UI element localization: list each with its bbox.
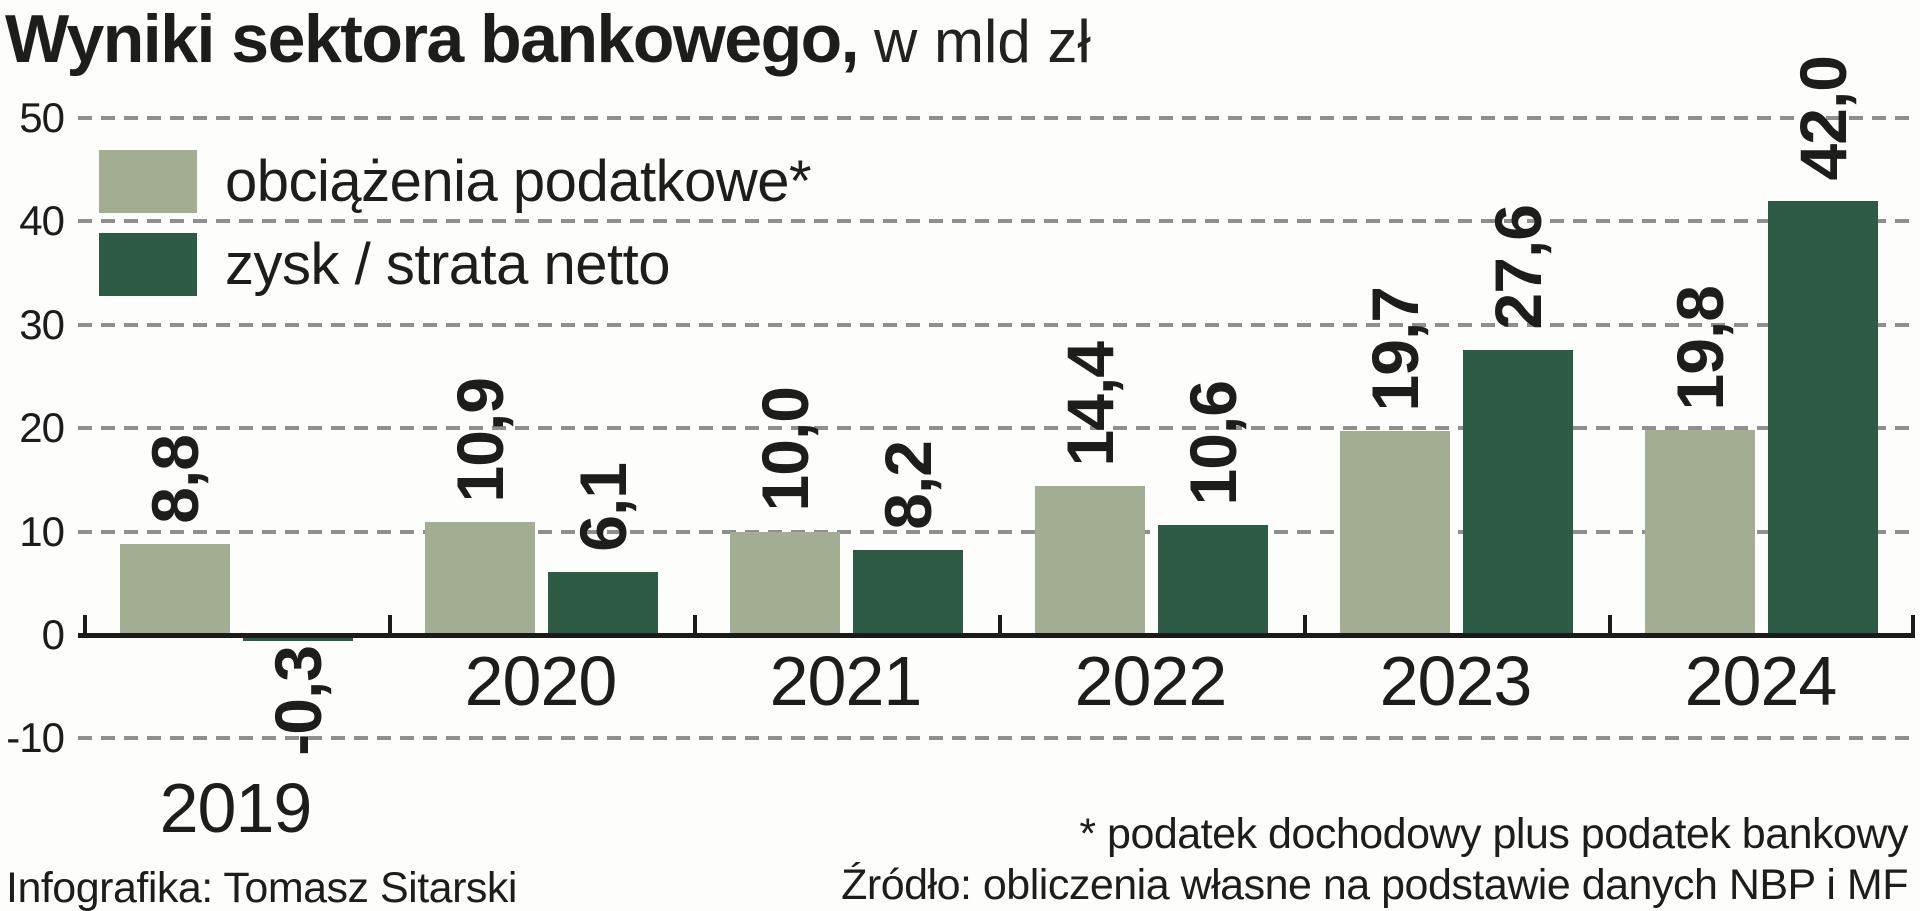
- bar-net-profit-2019: [243, 635, 353, 642]
- value-label-tax-burden-2021: 10,0: [748, 387, 822, 512]
- bar-net-profit-2022: [1158, 525, 1268, 635]
- legend-swatch-net-profit: [99, 233, 197, 296]
- gridline-20: [78, 426, 1915, 431]
- gridline-10: [78, 529, 1915, 534]
- axis-tick: [693, 615, 697, 635]
- x-axis-line: [78, 633, 1915, 638]
- axis-tick: [1608, 615, 1612, 635]
- legend-swatch-tax-burden: [99, 150, 197, 213]
- legend-item-net-profit: zysk / strata netto: [99, 232, 811, 297]
- bar-tax-burden-2022: [1035, 486, 1145, 635]
- value-label-tax-burden-2019: 8,8: [138, 435, 212, 525]
- axis-tick: [83, 615, 87, 635]
- legend-label-tax-burden: obciążenia podatkowe*: [225, 149, 812, 214]
- bar-net-profit-2024: [1768, 200, 1878, 635]
- year-label-2024: 2024: [1684, 642, 1838, 720]
- year-label-2023: 2023: [1379, 642, 1533, 720]
- value-label-net-profit-2024: 42,0: [1786, 56, 1860, 181]
- axis-tick: [998, 615, 1002, 635]
- bar-net-profit-2020: [548, 571, 658, 635]
- axis-tick: [1911, 615, 1915, 635]
- value-label-net-profit-2022: 10,6: [1176, 380, 1250, 506]
- chart-title-unit: w mld zł: [874, 8, 1091, 75]
- bar-tax-burden-2019: [120, 544, 230, 635]
- gridline-50: [78, 116, 1915, 120]
- bar-net-profit-2021: [853, 550, 963, 635]
- y-axis-label-50: 50: [19, 94, 65, 141]
- y-axis-label--10: -10: [6, 714, 65, 762]
- value-label-tax-burden-2022: 14,4: [1053, 341, 1127, 467]
- year-label-2021: 2021: [769, 642, 923, 720]
- bar-tax-burden-2024: [1645, 430, 1755, 635]
- value-label-tax-burden-2023: 19,7: [1358, 286, 1432, 412]
- credit-line: Infografika: Tomasz Sitarski: [6, 864, 517, 911]
- value-label-tax-burden-2024: 19,8: [1663, 285, 1737, 411]
- bar-tax-burden-2021: [730, 531, 840, 635]
- value-label-net-profit-2019: -0,3: [261, 646, 335, 756]
- gridline-40: [78, 219, 1915, 224]
- axis-tick: [388, 615, 392, 635]
- y-axis-label-20: 20: [19, 404, 65, 452]
- axis-tick: [1303, 615, 1307, 635]
- legend-label-net-profit: zysk / strata netto: [225, 232, 671, 297]
- footnote-asterisk: * podatek dochodowy plus podatek bankowy: [1079, 810, 1908, 858]
- y-axis-label-10: 10: [19, 507, 65, 555]
- chart-title: Wyniki sektora bankowego, w mld zł: [5, 0, 1091, 78]
- value-label-net-profit-2023: 27,6: [1481, 205, 1555, 330]
- value-label-tax-burden-2020: 10,9: [443, 377, 517, 503]
- value-label-net-profit-2020: 6,1: [566, 463, 640, 552]
- bar-tax-burden-2020: [425, 522, 535, 635]
- y-axis-label-40: 40: [19, 197, 65, 245]
- legend-item-tax-burden: obciążenia podatkowe*: [99, 149, 812, 214]
- y-axis-label-0: 0: [41, 611, 65, 658]
- y-axis-label-30: 30: [19, 300, 65, 348]
- value-label-net-profit-2021: 8,2: [871, 441, 945, 531]
- year-label-2019: 2019: [159, 769, 313, 847]
- legend: obciążenia podatkowe* zysk / strata nett…: [99, 149, 812, 316]
- bar-net-profit-2023: [1463, 349, 1573, 635]
- year-label-2022: 2022: [1074, 642, 1228, 720]
- bar-tax-burden-2023: [1340, 431, 1450, 635]
- source-line: Źródło: obliczenia własne na podstawie d…: [841, 861, 1908, 909]
- year-label-2020: 2020: [464, 642, 618, 720]
- gridline-30: [78, 322, 1915, 327]
- chart-title-main: Wyniki sektora bankowego,: [5, 1, 860, 77]
- gridline--10: [78, 736, 1915, 741]
